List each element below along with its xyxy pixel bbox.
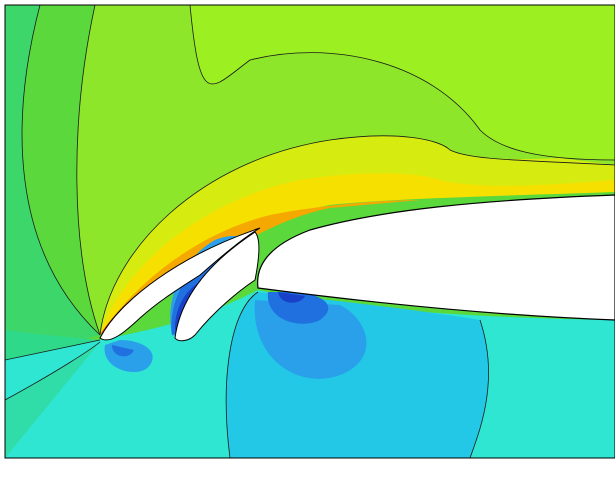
contour-plot: [0, 0, 615, 479]
page: [0, 0, 615, 479]
field: [5, 5, 615, 458]
